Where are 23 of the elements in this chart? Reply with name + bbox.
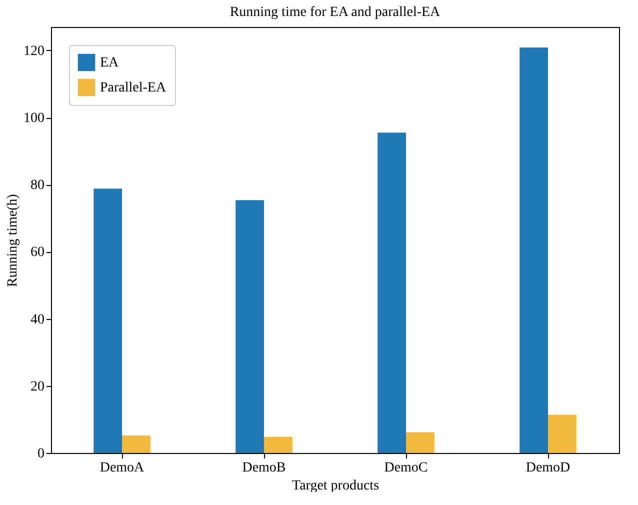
- bar: [236, 200, 264, 453]
- y-tick-label: 40: [30, 312, 44, 328]
- y-axis-title: Running time(h): [6, 194, 20, 287]
- legend-label: EA: [100, 56, 120, 70]
- bar: [406, 432, 434, 453]
- y-tick-label: 100: [24, 111, 44, 126]
- y-tick-label: 80: [30, 178, 44, 194]
- bar: [94, 188, 122, 453]
- x-tick-label: DemoA: [100, 460, 146, 476]
- legend-label: Parallel-EA: [100, 80, 167, 96]
- chart-title: Running time for EA and parallel-EA: [230, 5, 442, 20]
- bar: [378, 132, 406, 453]
- x-tick-label: DemoC: [384, 460, 428, 476]
- y-tick-label: 120: [24, 44, 44, 59]
- bar: [122, 436, 150, 453]
- y-tick-label: 20: [30, 379, 44, 394]
- bar: [264, 436, 292, 453]
- x-tick-label: DemoB: [242, 460, 286, 476]
- bar: [548, 414, 576, 453]
- x-tick-label: DemoD: [526, 460, 570, 476]
- y-tick-label: 60: [30, 245, 44, 260]
- y-tick-label: 0: [38, 446, 44, 462]
- bar: [520, 47, 548, 453]
